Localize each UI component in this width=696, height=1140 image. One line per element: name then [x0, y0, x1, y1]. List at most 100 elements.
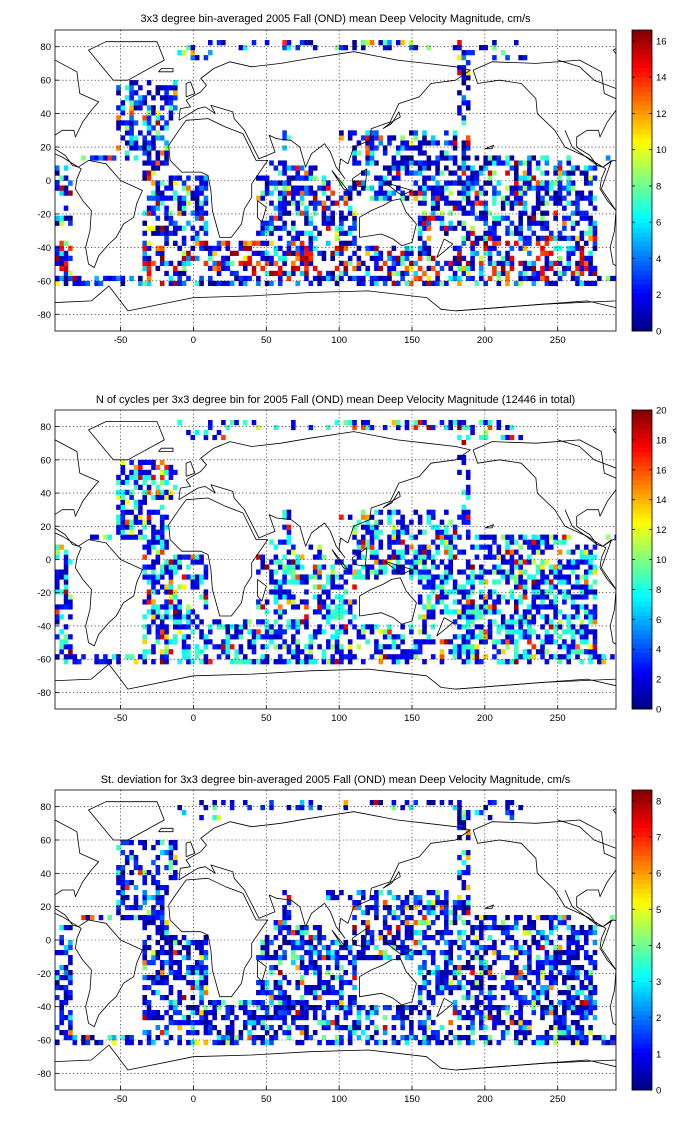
heatmap-cell [444, 260, 449, 266]
heatmap-cell [514, 230, 519, 236]
heatmap-cell [242, 1025, 248, 1031]
heatmap-cell [177, 629, 182, 635]
heatmap-cell [339, 890, 344, 896]
heatmap-cell [566, 245, 572, 251]
heatmap-cell [570, 995, 576, 1001]
heatmap-cell [483, 215, 488, 221]
heatmap-cell [151, 230, 156, 236]
heatmap-cell [470, 970, 475, 976]
heatmap-cell [142, 654, 147, 660]
heatmap-cell [286, 275, 292, 282]
heatmap-cell [426, 970, 432, 976]
heatmap-cell [400, 950, 405, 956]
heatmap-cell [339, 574, 344, 580]
heatmap-cell [295, 165, 300, 171]
colorbar-segment [632, 128, 652, 134]
heatmap-cell [422, 220, 427, 226]
heatmap-cell [286, 594, 292, 600]
heatmap-cell [347, 599, 353, 605]
heatmap-cell [116, 275, 121, 282]
heatmap-cell [107, 915, 113, 921]
heatmap-cell [291, 634, 296, 640]
heatmap-cell [260, 1005, 266, 1011]
heatmap-cell [422, 569, 427, 575]
heatmap-cell [531, 579, 537, 585]
heatmap-cell [365, 170, 370, 176]
heatmap-cell [557, 180, 563, 186]
heatmap-cell [142, 479, 147, 485]
heatmap-cell [247, 275, 252, 282]
heatmap-cell [146, 130, 152, 136]
heatmap-cell [588, 1005, 593, 1011]
heatmap-cell [120, 524, 126, 530]
heatmap-cell [391, 160, 397, 166]
heatmap-cell [452, 1005, 458, 1011]
heatmap-cell [55, 569, 60, 575]
heatmap-cell [544, 649, 550, 655]
heatmap-cell [177, 995, 182, 1001]
heatmap-cell [444, 965, 449, 971]
heatmap-cell [461, 459, 467, 466]
heatmap-cell [168, 489, 174, 495]
heatmap-cell [339, 1000, 344, 1006]
heatmap-cell [186, 965, 191, 971]
heatmap-cell [540, 569, 545, 575]
heatmap-cell [186, 659, 191, 665]
heatmap-cell [317, 1040, 322, 1046]
heatmap-cell [339, 275, 344, 282]
heatmap-cell [426, 1040, 432, 1046]
heatmap-cell [326, 639, 331, 645]
heatmap-cell [583, 614, 589, 620]
heatmap-cell [164, 559, 169, 565]
heatmap-cell [277, 225, 283, 231]
heatmap-cell [68, 649, 73, 655]
heatmap-cell [129, 130, 134, 136]
heatmap-cell [382, 564, 388, 570]
heatmap-cell [601, 1035, 606, 1041]
heatmap-cell [592, 165, 598, 171]
heatmap-cell [588, 930, 593, 936]
heatmap-cell [378, 935, 384, 941]
heatmap-cell [588, 980, 593, 986]
heatmap-cell [544, 995, 550, 1001]
heatmap-cell [164, 940, 169, 946]
heatmap-cell [124, 509, 130, 515]
heatmap-cell [212, 1005, 217, 1011]
heatmap-cell [465, 519, 471, 525]
heatmap-cell [422, 629, 427, 635]
heatmap-cell [579, 619, 585, 625]
heatmap-cell [570, 584, 576, 590]
heatmap-cell [151, 619, 156, 625]
heatmap-cell [404, 160, 410, 166]
heatmap-cell [579, 629, 585, 635]
heatmap-cell [264, 629, 270, 635]
heatmap-cell [444, 895, 449, 901]
heatmap-cell [570, 644, 576, 650]
heatmap-cell [566, 1030, 572, 1036]
heatmap-cell [164, 125, 169, 131]
heatmap-cell [339, 1005, 344, 1011]
heatmap-cell [142, 950, 147, 956]
heatmap-cell [544, 935, 550, 941]
colorbar-segment [632, 161, 652, 167]
heatmap-cell [548, 544, 554, 550]
heatmap-cell [409, 1035, 414, 1041]
heatmap-cell [339, 945, 344, 951]
heatmap-cell [208, 1000, 213, 1006]
heatmap-cell [133, 90, 139, 96]
heatmap-cell [452, 1010, 458, 1016]
heatmap-cell [470, 925, 475, 931]
heatmap-cell [264, 225, 270, 231]
heatmap-cell [448, 945, 453, 951]
heatmap-cell [155, 250, 161, 256]
heatmap-cell [492, 579, 497, 585]
heatmap-cell [277, 1000, 283, 1006]
heatmap-cell [409, 40, 414, 46]
heatmap-cell [365, 140, 370, 146]
heatmap-cell [544, 559, 550, 565]
heatmap-cell [553, 165, 558, 171]
heatmap-cell [282, 569, 287, 575]
heatmap-cell [500, 940, 506, 946]
heatmap-cell [483, 245, 488, 251]
heatmap-cell [151, 875, 156, 881]
